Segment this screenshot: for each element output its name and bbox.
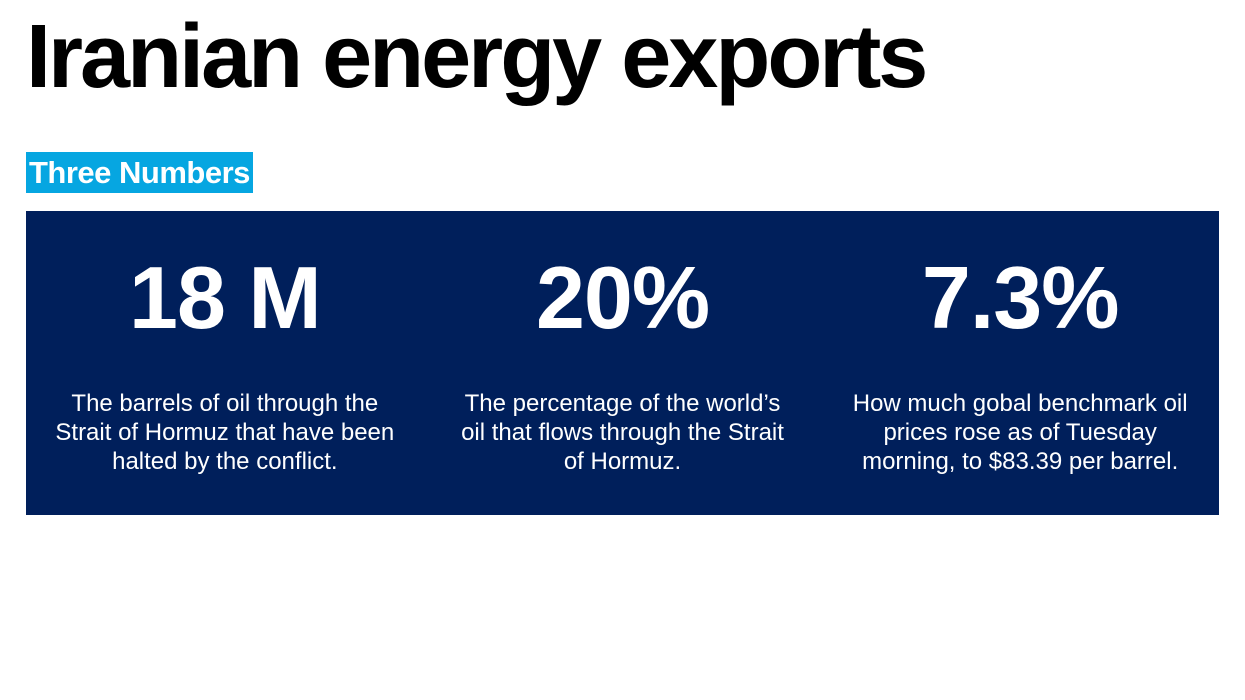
stat-value: 7.3% xyxy=(921,248,1120,347)
stat-card: 18 M The barrels of oil through the Stra… xyxy=(26,211,424,515)
stats-panel: 18 M The barrels of oil through the Stra… xyxy=(26,211,1219,515)
stat-card: 7.3% How much gobal benchmark oil prices… xyxy=(821,211,1219,515)
stat-description: The percentage of the world’s oil that f… xyxy=(461,390,784,475)
stat-description: How much gobal benchmark oil prices rose… xyxy=(852,390,1188,475)
page-title: Iranian energy exports xyxy=(26,7,928,107)
stat-value: 20% xyxy=(535,248,710,347)
stat-description: The barrels of oil through the Strait of… xyxy=(55,390,395,475)
stat-card: 20% The percentage of the world’s oil th… xyxy=(424,211,822,515)
stat-value: 18 M xyxy=(129,248,322,347)
section-label: Three Numbers xyxy=(26,152,253,193)
